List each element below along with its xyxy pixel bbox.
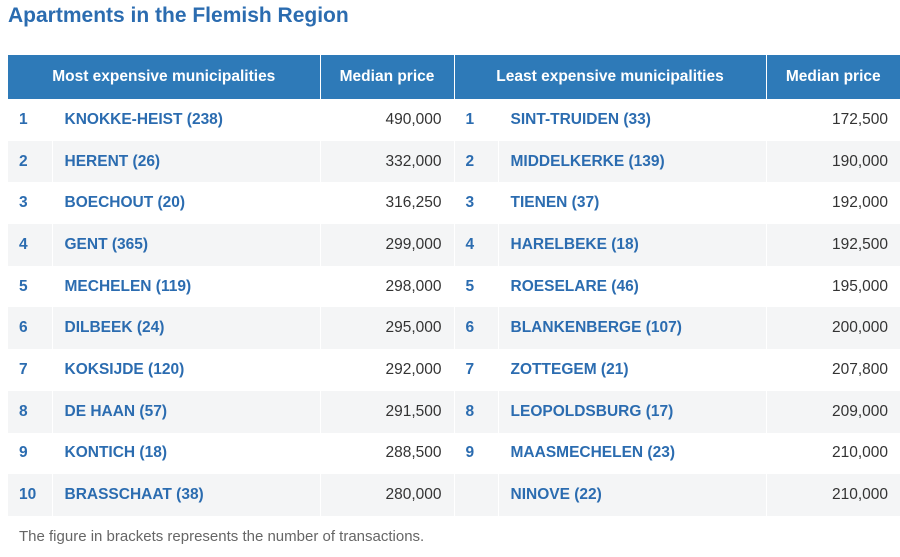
table-row: 3 BOECHOUT (20) 316,250 3 TIENEN (37) 192,000 bbox=[8, 182, 900, 225]
header-median-price-right: Median price bbox=[765, 55, 900, 99]
least-expensive-municipality: HARELBEKE (18) bbox=[497, 224, 767, 266]
least-expensive-median-price: 210,000 bbox=[765, 474, 900, 516]
least-expensive-rank: 1 bbox=[453, 99, 499, 141]
most-expensive-municipality: DILBEEK (24) bbox=[51, 307, 321, 350]
least-expensive-median-price: 192,500 bbox=[765, 224, 900, 266]
least-expensive-municipality: SINT-TRUIDEN (33) bbox=[497, 99, 767, 141]
most-expensive-municipality: KOKSIJDE (120) bbox=[51, 349, 321, 391]
most-expensive-median-price: 299,000 bbox=[319, 224, 455, 266]
least-expensive-median-price: 190,000 bbox=[765, 140, 900, 183]
table-header-row: Most expensive municipalities Median pri… bbox=[8, 55, 900, 99]
most-expensive-municipality: KONTICH (18) bbox=[51, 432, 321, 475]
most-expensive-rank: 9 bbox=[8, 432, 52, 475]
most-expensive-municipality: HERENT (26) bbox=[51, 140, 321, 183]
least-expensive-rank: 9 bbox=[453, 432, 499, 475]
least-expensive-rank: 7 bbox=[453, 349, 499, 391]
most-expensive-rank: 4 bbox=[8, 224, 52, 266]
table-row: 6 DILBEEK (24) 295,000 6 BLANKENBERGE (107) 2… bbox=[8, 307, 900, 350]
least-expensive-median-price: 209,000 bbox=[765, 390, 900, 433]
least-expensive-rank: 4 bbox=[453, 224, 499, 266]
least-expensive-municipality: LEOPOLDSBURG (17) bbox=[497, 390, 767, 433]
table-row: 4 GENT (365) 299,000 4 HARELBEKE (18) 192,500 bbox=[8, 224, 900, 266]
least-expensive-median-price: 192,000 bbox=[765, 182, 900, 225]
table-row: 7 KOKSIJDE (120) 292,000 7 ZOTTEGEM (21) 207,… bbox=[8, 349, 900, 391]
least-expensive-municipality: ZOTTEGEM (21) bbox=[497, 349, 767, 391]
most-expensive-rank: 10 bbox=[8, 474, 52, 516]
least-expensive-rank: 8 bbox=[453, 390, 499, 433]
header-most-expensive: Most expensive municipalities bbox=[8, 55, 321, 99]
most-expensive-rank: 5 bbox=[8, 265, 52, 308]
table-row: 10 BRASSCHAAT (38) 280,000 NINOVE (22) 210,0… bbox=[8, 474, 900, 516]
most-expensive-median-price: 332,000 bbox=[319, 140, 455, 183]
table-row: 1 KNOKKE-HEIST (238) 490,000 1 SINT-TRUIDEN … bbox=[8, 99, 900, 141]
most-expensive-municipality: KNOKKE-HEIST (238) bbox=[51, 99, 321, 141]
table-row: 2 HERENT (26) 332,000 2 MIDDELKERKE (139) 190… bbox=[8, 140, 900, 183]
least-expensive-rank: 6 bbox=[453, 307, 499, 350]
most-expensive-median-price: 292,000 bbox=[319, 349, 455, 391]
most-expensive-median-price: 288,500 bbox=[319, 432, 455, 475]
most-expensive-rank: 7 bbox=[8, 349, 52, 391]
least-expensive-municipality: MAASMECHELEN (23) bbox=[497, 432, 767, 475]
table-row: 9 KONTICH (18) 288,500 9 MAASMECHELEN (23) 21… bbox=[8, 432, 900, 475]
most-expensive-median-price: 316,250 bbox=[319, 182, 455, 225]
least-expensive-municipality: NINOVE (22) bbox=[497, 474, 767, 516]
least-expensive-municipality: MIDDELKERKE (139) bbox=[497, 140, 767, 183]
least-expensive-median-price: 172,500 bbox=[765, 99, 900, 141]
most-expensive-rank: 6 bbox=[8, 307, 52, 350]
least-expensive-median-price: 210,000 bbox=[765, 432, 900, 475]
most-expensive-rank: 8 bbox=[8, 390, 52, 433]
most-expensive-municipality: DE HAAN (57) bbox=[51, 390, 321, 433]
least-expensive-rank: 2 bbox=[453, 140, 499, 183]
least-expensive-municipality: BLANKENBERGE (107) bbox=[497, 307, 767, 350]
most-expensive-municipality: BOECHOUT (20) bbox=[51, 182, 321, 225]
most-expensive-median-price: 295,000 bbox=[319, 307, 455, 350]
page-title: Apartments in the Flemish Region bbox=[8, 4, 349, 27]
most-expensive-rank: 2 bbox=[8, 140, 52, 183]
most-expensive-municipality: MECHELEN (119) bbox=[51, 265, 321, 308]
table-row: 5 MECHELEN (119) 298,000 5 ROESELARE (46) 195… bbox=[8, 265, 900, 308]
header-least-expensive: Least expensive municipalities bbox=[453, 55, 767, 99]
least-expensive-rank: 3 bbox=[453, 182, 499, 225]
most-expensive-median-price: 490,000 bbox=[319, 99, 455, 141]
most-expensive-median-price: 280,000 bbox=[319, 474, 455, 516]
most-expensive-median-price: 298,000 bbox=[319, 265, 455, 308]
table-body: 1 KNOKKE-HEIST (238) 490,000 1 SINT-TRUIDEN … bbox=[8, 99, 900, 516]
least-expensive-municipality: TIENEN (37) bbox=[497, 182, 767, 225]
least-expensive-rank bbox=[453, 474, 499, 516]
ranking-table: Most expensive municipalities Median pri… bbox=[8, 55, 900, 516]
most-expensive-median-price: 291,500 bbox=[319, 390, 455, 433]
least-expensive-median-price: 195,000 bbox=[765, 265, 900, 308]
header-median-price-left: Median price bbox=[319, 55, 455, 99]
least-expensive-rank: 5 bbox=[453, 265, 499, 308]
footnote: The figure in brackets represents the nu… bbox=[19, 528, 425, 545]
least-expensive-median-price: 207,800 bbox=[765, 349, 900, 391]
most-expensive-municipality: BRASSCHAAT (38) bbox=[51, 474, 321, 516]
table-row: 8 DE HAAN (57) 291,500 8 LEOPOLDSBURG (17) 20… bbox=[8, 390, 900, 433]
most-expensive-municipality: GENT (365) bbox=[51, 224, 321, 266]
most-expensive-rank: 1 bbox=[8, 99, 52, 141]
least-expensive-municipality: ROESELARE (46) bbox=[497, 265, 767, 308]
least-expensive-median-price: 200,000 bbox=[765, 307, 900, 350]
most-expensive-rank: 3 bbox=[8, 182, 52, 225]
